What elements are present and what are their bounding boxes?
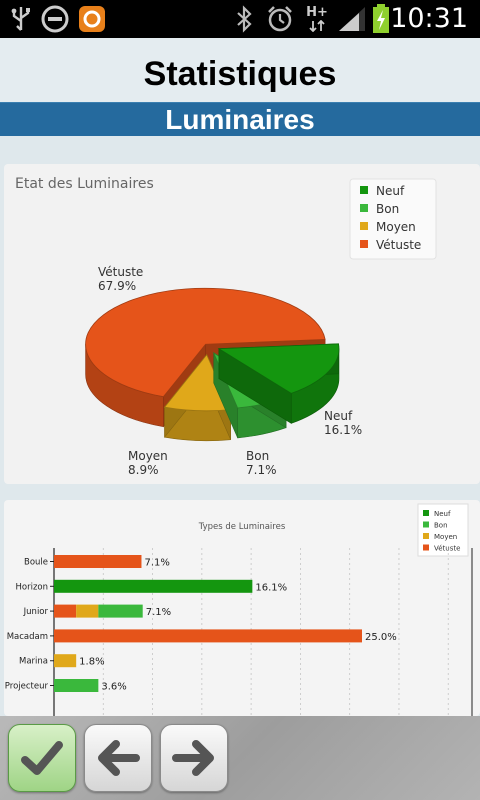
bar-row-macadam: Macadam 25.0% [7,629,397,643]
usb-icon [6,0,36,38]
section-header: Luminaires [0,102,480,136]
bar-total-label: 25.0% [365,632,397,643]
pie-legend-swatch-moyen [360,222,368,230]
bar-category-label: Projecteur [5,682,49,692]
bar-legend-swatch-moyen [423,533,429,539]
network-type-icon: H+ [302,0,332,38]
pie-label-name-bon: Bon [246,449,269,463]
bar-segment-bon [54,679,99,692]
bar-total-label: 1.8% [79,657,104,668]
bar-category-label: Marina [19,657,48,667]
bar-row-boule: Boule 7.1% [24,555,170,569]
arrow-right-icon [172,740,214,776]
pie-label-value-vetuste: 67.9% [98,279,136,293]
pie-legend-label-vetuste: Vétuste [376,238,421,252]
bar-segment-moyen [76,604,99,618]
bar-row-marina: Marina 1.8% [19,654,105,668]
header [0,38,480,102]
bar-legend-label-vetuste: Vétuste [434,545,460,553]
bar-category-label: Boule [24,558,48,568]
bar-segment-moyen [54,654,77,668]
do-not-disturb-icon [40,0,70,38]
battery-charging-icon [370,0,392,38]
bar-total-label: 3.6% [101,682,126,693]
confirm-button[interactable] [8,724,76,792]
bar-category-label: Horizon [16,582,49,592]
back-button[interactable] [84,724,152,792]
alarm-icon [264,0,296,38]
bar-total-label: 7.1% [144,558,169,569]
bar-segment-bon [98,604,143,618]
bar-legend-swatch-neuf [423,510,429,516]
arrow-left-icon [98,740,140,776]
bar-row-horizon: Horizon 16.1% [16,579,287,593]
bar-segment-vetuste [54,555,142,568]
pie-label-value-moyen: 8.9% [128,463,159,477]
pie-legend-label-moyen: Moyen [376,220,416,234]
bar-row-junior: Junior 7.1% [23,604,171,618]
pie-label-name-neuf: Neuf [324,409,353,423]
bar-legend-label-bon: Bon [434,522,448,530]
bar-segment-neuf [54,579,253,593]
pie-label-name-moyen: Moyen [128,449,168,463]
bar-legend-label-neuf: Neuf [434,510,451,518]
forward-button[interactable] [160,724,228,792]
network-type-label: H+ [306,5,328,20]
bar-chart-panel: Types de Luminaires Neuf Bon Moyen Vétuste … [4,500,480,716]
bar-legend-swatch-bon [423,521,429,528]
bar-segment-vetuste [54,604,77,618]
pie-legend-swatch-bon [360,204,368,212]
bar-total-label: 7.1% [146,607,171,618]
signal-icon [336,0,368,38]
pie-legend: Neuf Bon Moyen Vétuste [349,178,437,260]
pie-chart: Etat des Luminaires NeufBonMoyenVétuste … [15,176,437,477]
pie-label-value-bon: 7.1% [246,463,277,477]
bar-chart-title: Types de Luminaires [198,522,286,532]
pie-legend-label-neuf: Neuf [376,184,405,198]
bar-category-label: Junior [23,607,49,617]
app-notification-icon [76,0,108,38]
bar-legend-swatch-vetuste [423,544,429,551]
pie-label-value-neuf: 16.1% [324,423,362,437]
page-title: Statistiques [143,55,337,93]
bar-category-label: Macadam [7,632,48,642]
bluetooth-icon [232,0,256,38]
status-bar: H+ 10:31 [0,0,480,38]
pie-legend-label-bon: Bon [376,202,399,216]
bar-legend-label-moyen: Moyen [434,533,457,541]
clock-text: 10:31 [390,3,468,34]
section-title: Luminaires [165,104,315,135]
bar-total-label: 16.1% [255,582,287,593]
pie-chart-panel: Etat des Luminaires Neuf Bon Moyen Vétuste … [4,164,480,484]
pie-label-name-vetuste: Vétuste [98,265,143,279]
pie-legend-swatch-vetuste [360,240,368,248]
check-icon [21,741,63,775]
pie-chart-title: Etat des Luminaires [15,176,154,192]
bar-row-projecteur: Projecteur 3.6% [5,679,127,693]
pie-legend-swatch-neuf [360,186,368,194]
bar-segment-vetuste [54,629,362,643]
bar-chart: Types de Luminaires NeufBonMoyenVétuste … [5,503,473,716]
bar-legend: Neuf Bon Moyen Vétuste [417,503,469,557]
bottom-toolbar [0,716,480,800]
